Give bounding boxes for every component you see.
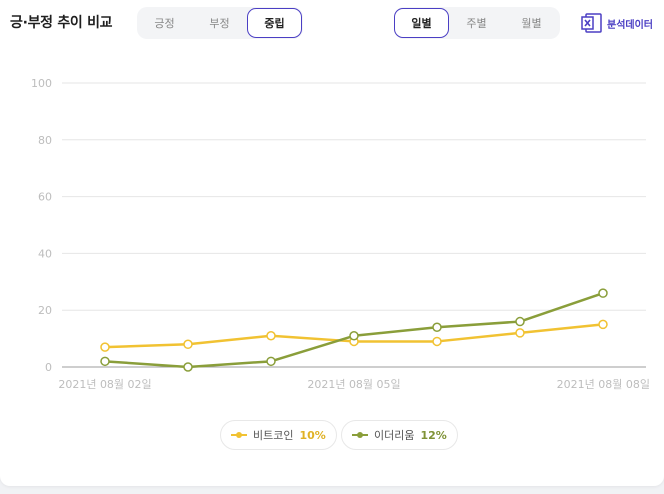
data-point xyxy=(432,322,442,332)
chart-grid xyxy=(62,82,646,368)
legend-percent: 10% xyxy=(299,428,326,442)
data-point xyxy=(183,339,193,350)
tab-daily[interactable]: 일별 xyxy=(394,8,449,38)
y-tick-label: 20 xyxy=(38,304,52,317)
y-tick-label: 40 xyxy=(38,247,52,260)
data-point xyxy=(598,288,608,298)
y-tick-label: 80 xyxy=(38,134,52,147)
legend-label: 이더리움 xyxy=(374,429,415,442)
tab-positive[interactable]: 긍정 xyxy=(154,17,175,30)
x-tick-label: 2021년 08월 05일 xyxy=(307,377,400,391)
tab-negative[interactable]: 부정 xyxy=(209,17,230,30)
x-tick-label: 2021년 08월 02일 xyxy=(58,377,151,391)
export-label: 분석데이터 xyxy=(607,19,653,31)
legend-item-ethereum[interactable]: 이더리움 12% xyxy=(341,420,458,450)
period-segmented-control: 일별 주별 월별 xyxy=(394,7,560,39)
legend-label: 비트코인 xyxy=(253,429,294,442)
y-tick-label: 100 xyxy=(31,77,52,90)
y-tick-label: 60 xyxy=(38,191,52,204)
y-axis-ticks: 0 20 40 60 80 100 xyxy=(31,77,52,374)
sentiment-segmented-control: 긍정 부정 중립 xyxy=(137,7,303,39)
export-data-button[interactable]: 분석데이터 xyxy=(581,12,653,34)
chart-series xyxy=(100,288,608,372)
data-point xyxy=(100,342,110,352)
data-point xyxy=(100,356,110,367)
legend-line-marker-icon xyxy=(231,432,247,438)
data-point xyxy=(598,319,608,330)
tab-neutral[interactable]: 중립 xyxy=(247,8,302,38)
x-tick-label: 2021년 08월 08일 xyxy=(557,377,650,391)
tab-weekly[interactable]: 주별 xyxy=(466,17,487,30)
legend-line-marker-icon xyxy=(352,432,368,438)
excel-icon xyxy=(581,13,602,33)
x-axis-ticks: 2021년 08월 02일 2021년 08월 05일 2021년 08월 08일 xyxy=(58,377,650,391)
tab-monthly[interactable]: 월별 xyxy=(521,17,542,30)
data-point xyxy=(266,356,276,367)
page-title: 긍·부정 추이 비교 xyxy=(10,15,113,31)
data-point xyxy=(515,316,525,327)
data-point xyxy=(432,336,442,347)
legend-percent: 12% xyxy=(420,428,447,442)
series-line xyxy=(104,291,604,369)
data-point xyxy=(515,328,525,338)
legend-item-bitcoin[interactable]: 비트코인 10% xyxy=(220,420,337,450)
data-point xyxy=(349,331,359,341)
y-tick-label: 0 xyxy=(45,361,52,374)
data-point xyxy=(266,331,276,341)
data-point xyxy=(183,362,193,372)
